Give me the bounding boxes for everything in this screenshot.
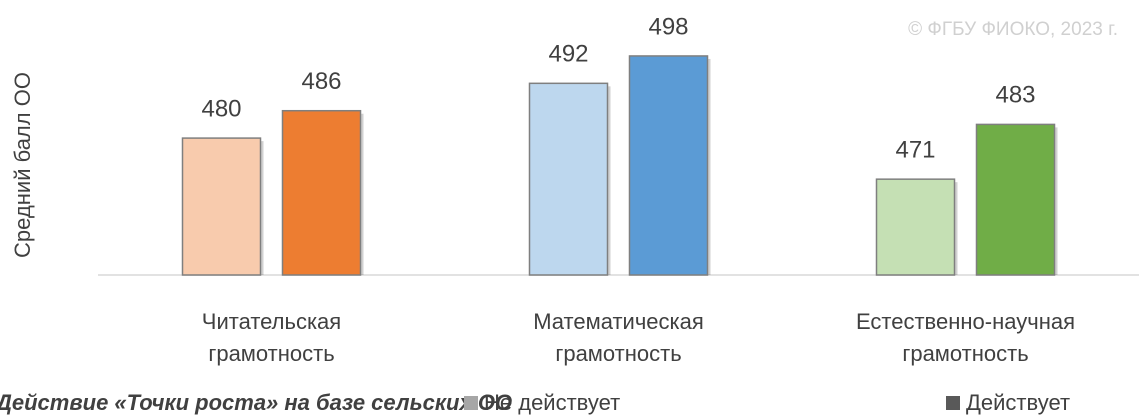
- legend-title: Действие «Точки роста» на базе сельских …: [0, 390, 512, 415]
- y-axis-label: Средний балл ОО: [10, 72, 35, 258]
- bar: [281, 109, 362, 276]
- value-label: 471: [895, 137, 935, 164]
- x-tick-label: Читательская грамотность: [201, 309, 342, 366]
- legend-label: Действует: [966, 390, 1070, 415]
- watermark: © ФГБУ ФИОКО, 2023 г.: [908, 19, 1118, 40]
- bar: [875, 178, 956, 276]
- value-label: 498: [648, 13, 688, 40]
- value-label: 486: [301, 68, 341, 95]
- value-label: 480: [201, 95, 241, 122]
- value-label: 483: [995, 82, 1035, 109]
- legend-swatch: [464, 396, 478, 410]
- bar: [975, 123, 1056, 276]
- legend-label: Не действует: [484, 390, 620, 415]
- bar: [528, 82, 609, 276]
- x-tick-label: Математическая грамотность: [533, 309, 704, 366]
- bar: [181, 137, 262, 276]
- legend-swatch: [946, 396, 960, 410]
- bar: [628, 55, 709, 276]
- x-tick-label: Естественно-научная грамотность: [855, 309, 1075, 366]
- value-label: 492: [548, 41, 588, 68]
